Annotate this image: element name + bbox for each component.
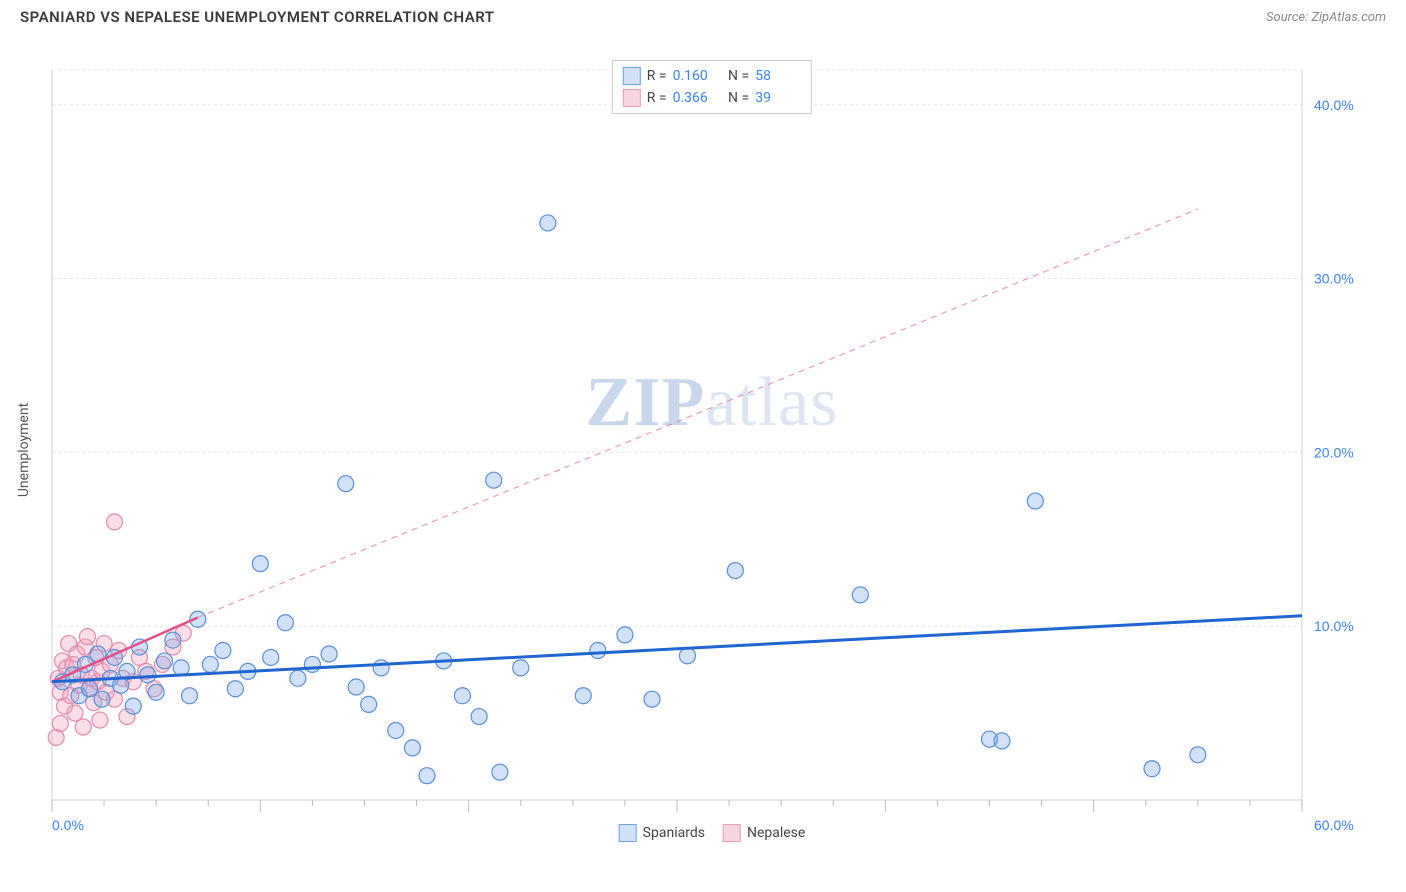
swatch-nepalese	[623, 89, 641, 107]
svg-text:30.0%: 30.0%	[1314, 271, 1354, 287]
source-credit: Source: ZipAtlas.com	[1266, 10, 1386, 25]
n-value-spaniards: 58	[755, 68, 801, 84]
svg-text:0.0%: 0.0%	[52, 817, 84, 833]
r-value-spaniards: 0.160	[673, 68, 719, 84]
swatch-spaniards	[623, 67, 641, 85]
n-value-nepalese: 39	[755, 90, 801, 106]
r-value-nepalese: 0.366	[673, 90, 719, 106]
svg-text:60.0%: 60.0%	[1314, 817, 1354, 833]
svg-text:20.0%: 20.0%	[1314, 444, 1354, 460]
scatter-plot-svg: 10.0% 20.0% 30.0% 40.0% 0.0% 60.0%	[42, 60, 1382, 840]
header-bar: SPANIARD VS NEPALESE UNEMPLOYMENT CORREL…	[0, 0, 1406, 34]
svg-text:40.0%: 40.0%	[1314, 97, 1354, 113]
legend-swatch-spaniards	[619, 824, 637, 842]
legend-label-nepalese: Nepalese	[747, 825, 805, 841]
y-axis-label: Unemployment	[16, 403, 32, 497]
chart-title: SPANIARD VS NEPALESE UNEMPLOYMENT CORREL…	[20, 8, 495, 26]
svg-text:10.0%: 10.0%	[1314, 618, 1354, 634]
legend-item-spaniards: Spaniards	[619, 824, 705, 842]
legend-item-nepalese: Nepalese	[723, 824, 805, 842]
stats-legend: R = 0.160 N = 58 R = 0.366 N = 39	[612, 60, 812, 114]
legend-label-spaniards: Spaniards	[643, 825, 705, 841]
stats-row-spaniards: R = 0.160 N = 58	[623, 65, 801, 87]
stats-row-nepalese: R = 0.366 N = 39	[623, 87, 801, 109]
series-legend: Spaniards Nepalese	[619, 824, 806, 842]
legend-swatch-nepalese	[723, 824, 741, 842]
chart-area: Unemployment R = 0.160 N = 58 R = 0.366 …	[42, 60, 1382, 840]
